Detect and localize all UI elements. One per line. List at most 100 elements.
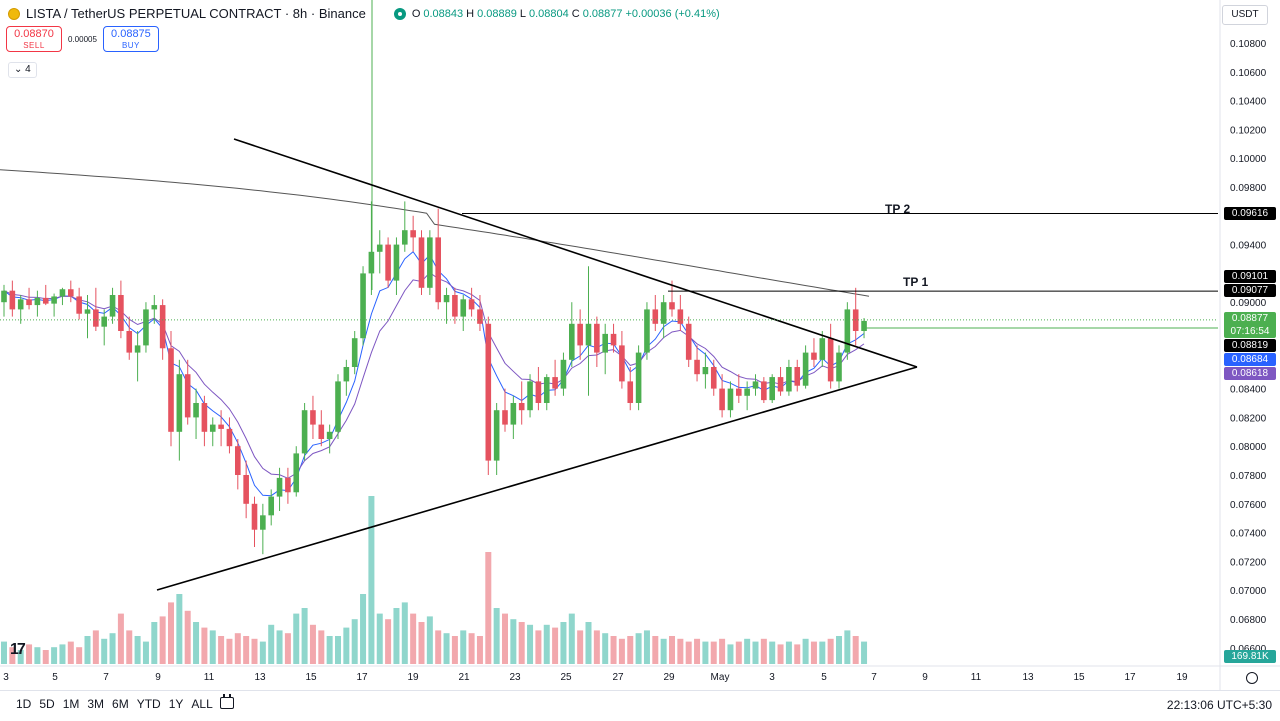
candle-body	[569, 323, 575, 360]
volume-bar	[810, 641, 817, 664]
volume-bar	[627, 636, 634, 664]
candle-body	[493, 410, 500, 461]
ma-mid-line	[3, 272, 865, 479]
price-chart[interactable]: 0.10800 0.10600 0.10400 0.10200 0.10000 0.098…	[0, 0, 1280, 690]
candle-body	[752, 381, 759, 389]
candle-body	[410, 230, 416, 238]
price-tick-label: 0.08200	[1230, 413, 1267, 424]
volume-bar	[92, 630, 99, 664]
volume-bar	[101, 638, 108, 664]
volume-bar	[67, 641, 74, 664]
candle-body	[143, 309, 149, 346]
volume-bar	[568, 613, 575, 664]
candle-body	[34, 297, 41, 306]
volume-bar	[284, 633, 291, 664]
volume-bar	[760, 638, 767, 664]
volume-bar	[426, 616, 433, 664]
candle-body	[151, 305, 158, 310]
volume-bar	[443, 633, 450, 664]
symbol-title[interactable]: LISTA / TetherUS PERPETUAL CONTRACT · 8h…	[26, 6, 366, 21]
volume-bar	[685, 641, 692, 664]
sell-button[interactable]: 0.08870 SELL	[6, 26, 62, 52]
volume-bar	[468, 633, 475, 664]
volume-bar	[702, 641, 709, 664]
volume-bar	[510, 619, 517, 664]
candle-body	[802, 352, 809, 386]
indicators-toggle[interactable]: ⌄ 4	[8, 62, 37, 78]
candle-body	[635, 352, 642, 403]
volume-bar	[343, 627, 350, 664]
candle-body	[827, 338, 834, 382]
calendar-icon[interactable]	[220, 694, 234, 709]
volume-bar	[293, 613, 300, 664]
candle-body	[159, 305, 166, 349]
volume-bar	[184, 610, 191, 664]
volume-bar	[360, 594, 367, 664]
volume-bar	[117, 613, 124, 664]
volume-bar	[735, 641, 742, 664]
candle-body	[719, 388, 725, 411]
time-tick-label: 13	[1022, 672, 1034, 683]
candle-body	[385, 244, 391, 281]
volume-bar	[819, 641, 826, 664]
tp1-label: TP 1	[903, 275, 929, 289]
volume-bar	[827, 638, 834, 664]
candle-body	[468, 299, 475, 310]
visibility-icon[interactable]	[393, 7, 406, 20]
candle-body	[376, 244, 383, 252]
volume-bar	[301, 608, 308, 664]
spread-value: 0.00005	[68, 34, 97, 44]
ma-a-price-label: 0.08819	[1224, 339, 1276, 352]
settings-icon[interactable]	[1246, 672, 1258, 684]
price-tick-label: 0.09400	[1230, 241, 1267, 252]
candle-body	[310, 410, 316, 425]
candle-body	[184, 374, 191, 418]
range-1m[interactable]: 1M	[62, 697, 80, 711]
range-all[interactable]: ALL	[191, 697, 213, 711]
candle-body	[786, 367, 792, 392]
candle-body	[226, 428, 233, 447]
candle-body	[209, 424, 216, 432]
currency-selector[interactable]: USDT	[1222, 5, 1268, 25]
time-tick-label: 21	[458, 672, 470, 683]
price-tick-label: 0.10600	[1230, 68, 1267, 79]
volume-bar	[635, 633, 642, 664]
range-3m[interactable]: 3M	[87, 697, 105, 711]
volume-bar	[861, 641, 868, 664]
candle-body	[761, 381, 767, 401]
candle-body	[702, 367, 709, 375]
candle-body	[368, 251, 375, 274]
candle-body	[42, 297, 49, 304]
time-tick-label: 5	[52, 672, 58, 683]
candle-body	[485, 323, 492, 461]
volume-bar	[777, 644, 784, 664]
clock-readout[interactable]: 22:13:06 UTC+5:30	[1166, 698, 1272, 712]
range-ytd[interactable]: YTD	[136, 697, 161, 711]
candle-body	[619, 345, 625, 382]
candle-body	[594, 323, 600, 353]
candle-body	[343, 367, 350, 382]
buy-button[interactable]: 0.08875 BUY	[102, 26, 159, 52]
time-tick-label: 7	[871, 672, 877, 683]
candle-body	[736, 388, 742, 396]
volume-bar	[159, 616, 166, 664]
volume-bar	[543, 624, 550, 664]
volume-bar	[309, 624, 316, 664]
time-tick-label: 15	[305, 672, 317, 683]
volume-bar	[243, 636, 250, 664]
candle-body	[836, 352, 842, 382]
volume-bar	[527, 624, 534, 664]
range-1d[interactable]: 1D	[16, 697, 32, 711]
range-6m[interactable]: 6M	[112, 697, 129, 711]
volume-bar	[844, 630, 851, 664]
volume-bar	[669, 636, 675, 664]
volume-bar	[719, 638, 726, 664]
tradingview-logo-icon[interactable]: 17	[10, 641, 26, 658]
time-tick-label: May	[711, 672, 730, 683]
range-1y[interactable]: 1Y	[168, 697, 184, 711]
volume-bar	[694, 638, 701, 664]
tp2-price-label: 0.09616	[1224, 207, 1276, 220]
range-5d[interactable]: 5D	[39, 697, 55, 711]
candle-body	[811, 352, 817, 360]
bottom-toolbar: 1D 5D 1M 3M 6M YTD 1Y ALL 22:13:06 UTC+5…	[0, 690, 1280, 721]
